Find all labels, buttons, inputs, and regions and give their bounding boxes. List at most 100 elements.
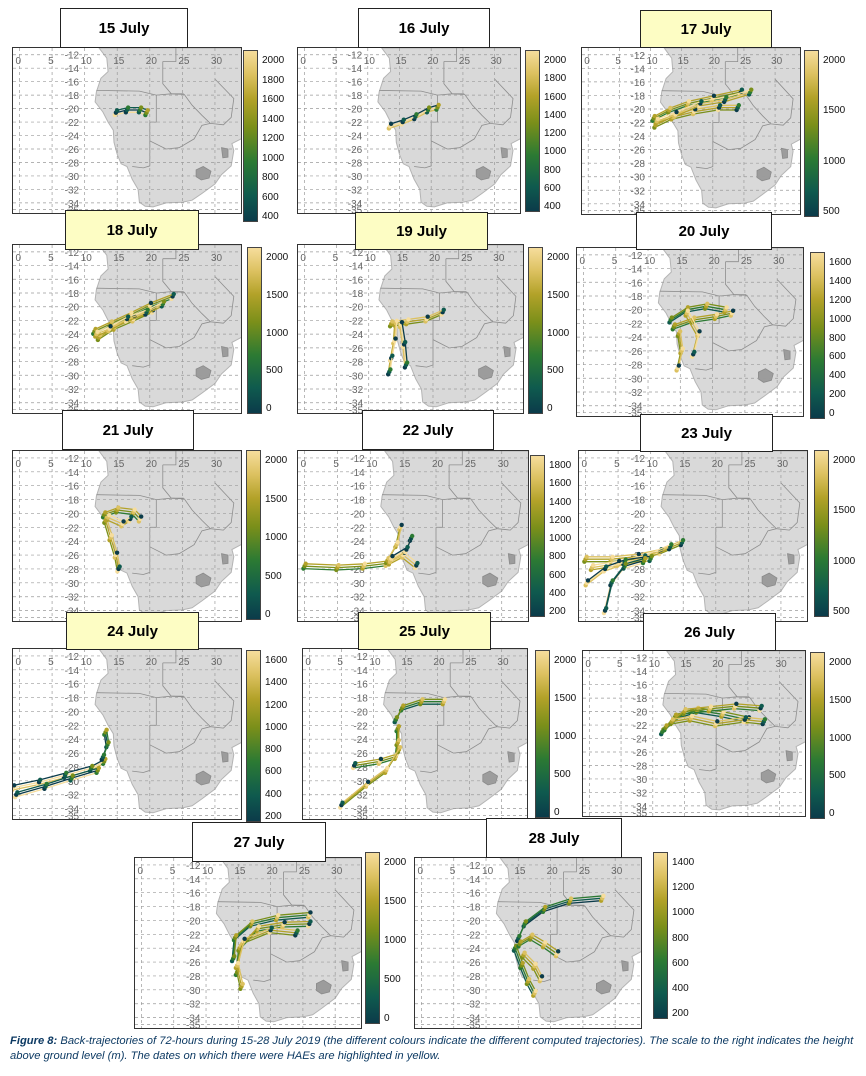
latitude-label: -24 [466,944,481,955]
trajectory-point [601,893,606,899]
longitude-label: 25 [178,56,190,67]
trajectory-line [391,311,443,325]
colorbar-tick-label: 2000 [554,655,577,666]
latitude-label: -16 [65,78,80,89]
colorbar-tick-label: 0 [829,408,835,419]
country-border [610,889,635,938]
trajectory-point [543,904,548,910]
trajectory-point [670,717,676,722]
eswatini-shape [500,147,508,159]
trajectory-point [668,105,673,111]
colorbar-tick-label: 1000 [549,533,572,544]
colorbar-tick-label: 2000 [266,252,289,263]
trajectory-point [692,315,697,320]
trajectory-point [721,709,726,715]
trajectory-line [587,555,652,581]
date-label: 27 July [192,822,326,862]
eswatini-shape [507,553,516,565]
country-border [716,726,776,753]
latitude-label: -18 [65,496,80,507]
trajectory-point [295,928,300,933]
longitude-label: 10 [81,657,93,668]
trajectory-point [584,554,589,560]
latitude-label: -28 [65,565,80,576]
trajectory-point [680,537,686,543]
country-border [210,482,235,531]
trajectory-point [250,919,255,924]
latitude-label: -26 [466,958,481,969]
longitude-label: 10 [81,459,93,470]
trajectory-line [396,698,445,718]
trajectory-point [664,723,669,728]
latitude-label: -12 [186,861,201,872]
latitude-label: -30 [65,371,80,382]
longitude-label: 25 [178,657,190,668]
trajectory-line [605,557,646,609]
latitude-label: -18 [186,903,201,914]
date-label: 16 July [358,8,490,48]
trajectory-point [303,561,308,566]
country-border [330,889,355,938]
latitude-label: -32 [65,185,80,196]
colorbar-tick-label: 1600 [544,91,567,103]
latitude-label: -34 [353,805,368,816]
latitude-label: -24 [65,735,80,746]
latitude-label: -30 [186,986,201,997]
colorbar-gradient [804,50,819,217]
date-label: 21 July [62,410,194,450]
country-border [435,528,498,556]
trajectory-line [114,111,146,116]
longitude-label: 5 [337,657,343,668]
trajectory-point [399,522,404,528]
latitude-label: -16 [65,482,80,493]
latitude-label: -26 [631,146,646,157]
longitude-label: 0 [300,253,306,264]
longitude-label: 20 [146,253,158,264]
colorbar-tick-label: 1000 [384,935,407,946]
latitude-label: -20 [186,916,201,927]
colorbar-tick-label: 1200 [672,882,695,894]
country-border [715,528,777,556]
longitude-label: 10 [364,56,376,67]
colorbar-gradient [528,247,543,414]
trajectory-point [101,752,107,758]
latitude-label: -28 [466,972,481,983]
country-border [450,649,464,664]
trajectory-point [399,319,405,325]
latitude-label: -35 [65,206,80,213]
latitude-label: -16 [631,482,646,493]
trajectory-point [90,763,95,769]
trajectory-point [623,557,628,562]
trajectory-point [426,105,432,110]
colorbar-tick-label: 1800 [262,74,285,86]
colorbar-tick-label: 800 [262,172,279,183]
longitude-label: 0 [417,866,423,877]
trajectory-point [655,116,661,122]
latitude-label: -30 [628,374,643,385]
trajectory-map: 0 5 10 15 20 25 30 -12 -14 -16 -18 -20 -22 -24 -26 -28 -… [582,48,800,214]
country-border [490,78,514,126]
country-border [728,451,743,466]
latitude-label: -32 [466,1000,481,1011]
latitude-label: -24 [628,333,643,344]
trajectory-line [14,772,97,798]
trajectory-point [683,707,688,712]
trajectory-line [513,950,534,997]
colorbar-tick-label: 1600 [829,257,852,268]
latitude-label: -14 [65,262,80,273]
latitude-label: -14 [631,64,646,75]
trajectory-point [109,533,115,538]
latitude-label: -18 [350,496,365,507]
trajectory-point [539,974,545,979]
latitude-label: -12 [349,248,364,259]
latitude-label: -14 [353,666,368,677]
trajectory-point [340,800,345,805]
trajectory-point [15,790,20,795]
latitude-label: -16 [628,278,643,289]
longitude-label: 15 [113,253,125,264]
colorbar-gradient [246,450,261,620]
latitude-label: -35 [631,207,646,214]
longitude-label: 0 [305,657,311,668]
latitude-label: -34 [350,607,365,618]
colorbar-tick-label: 2000 [262,55,285,66]
